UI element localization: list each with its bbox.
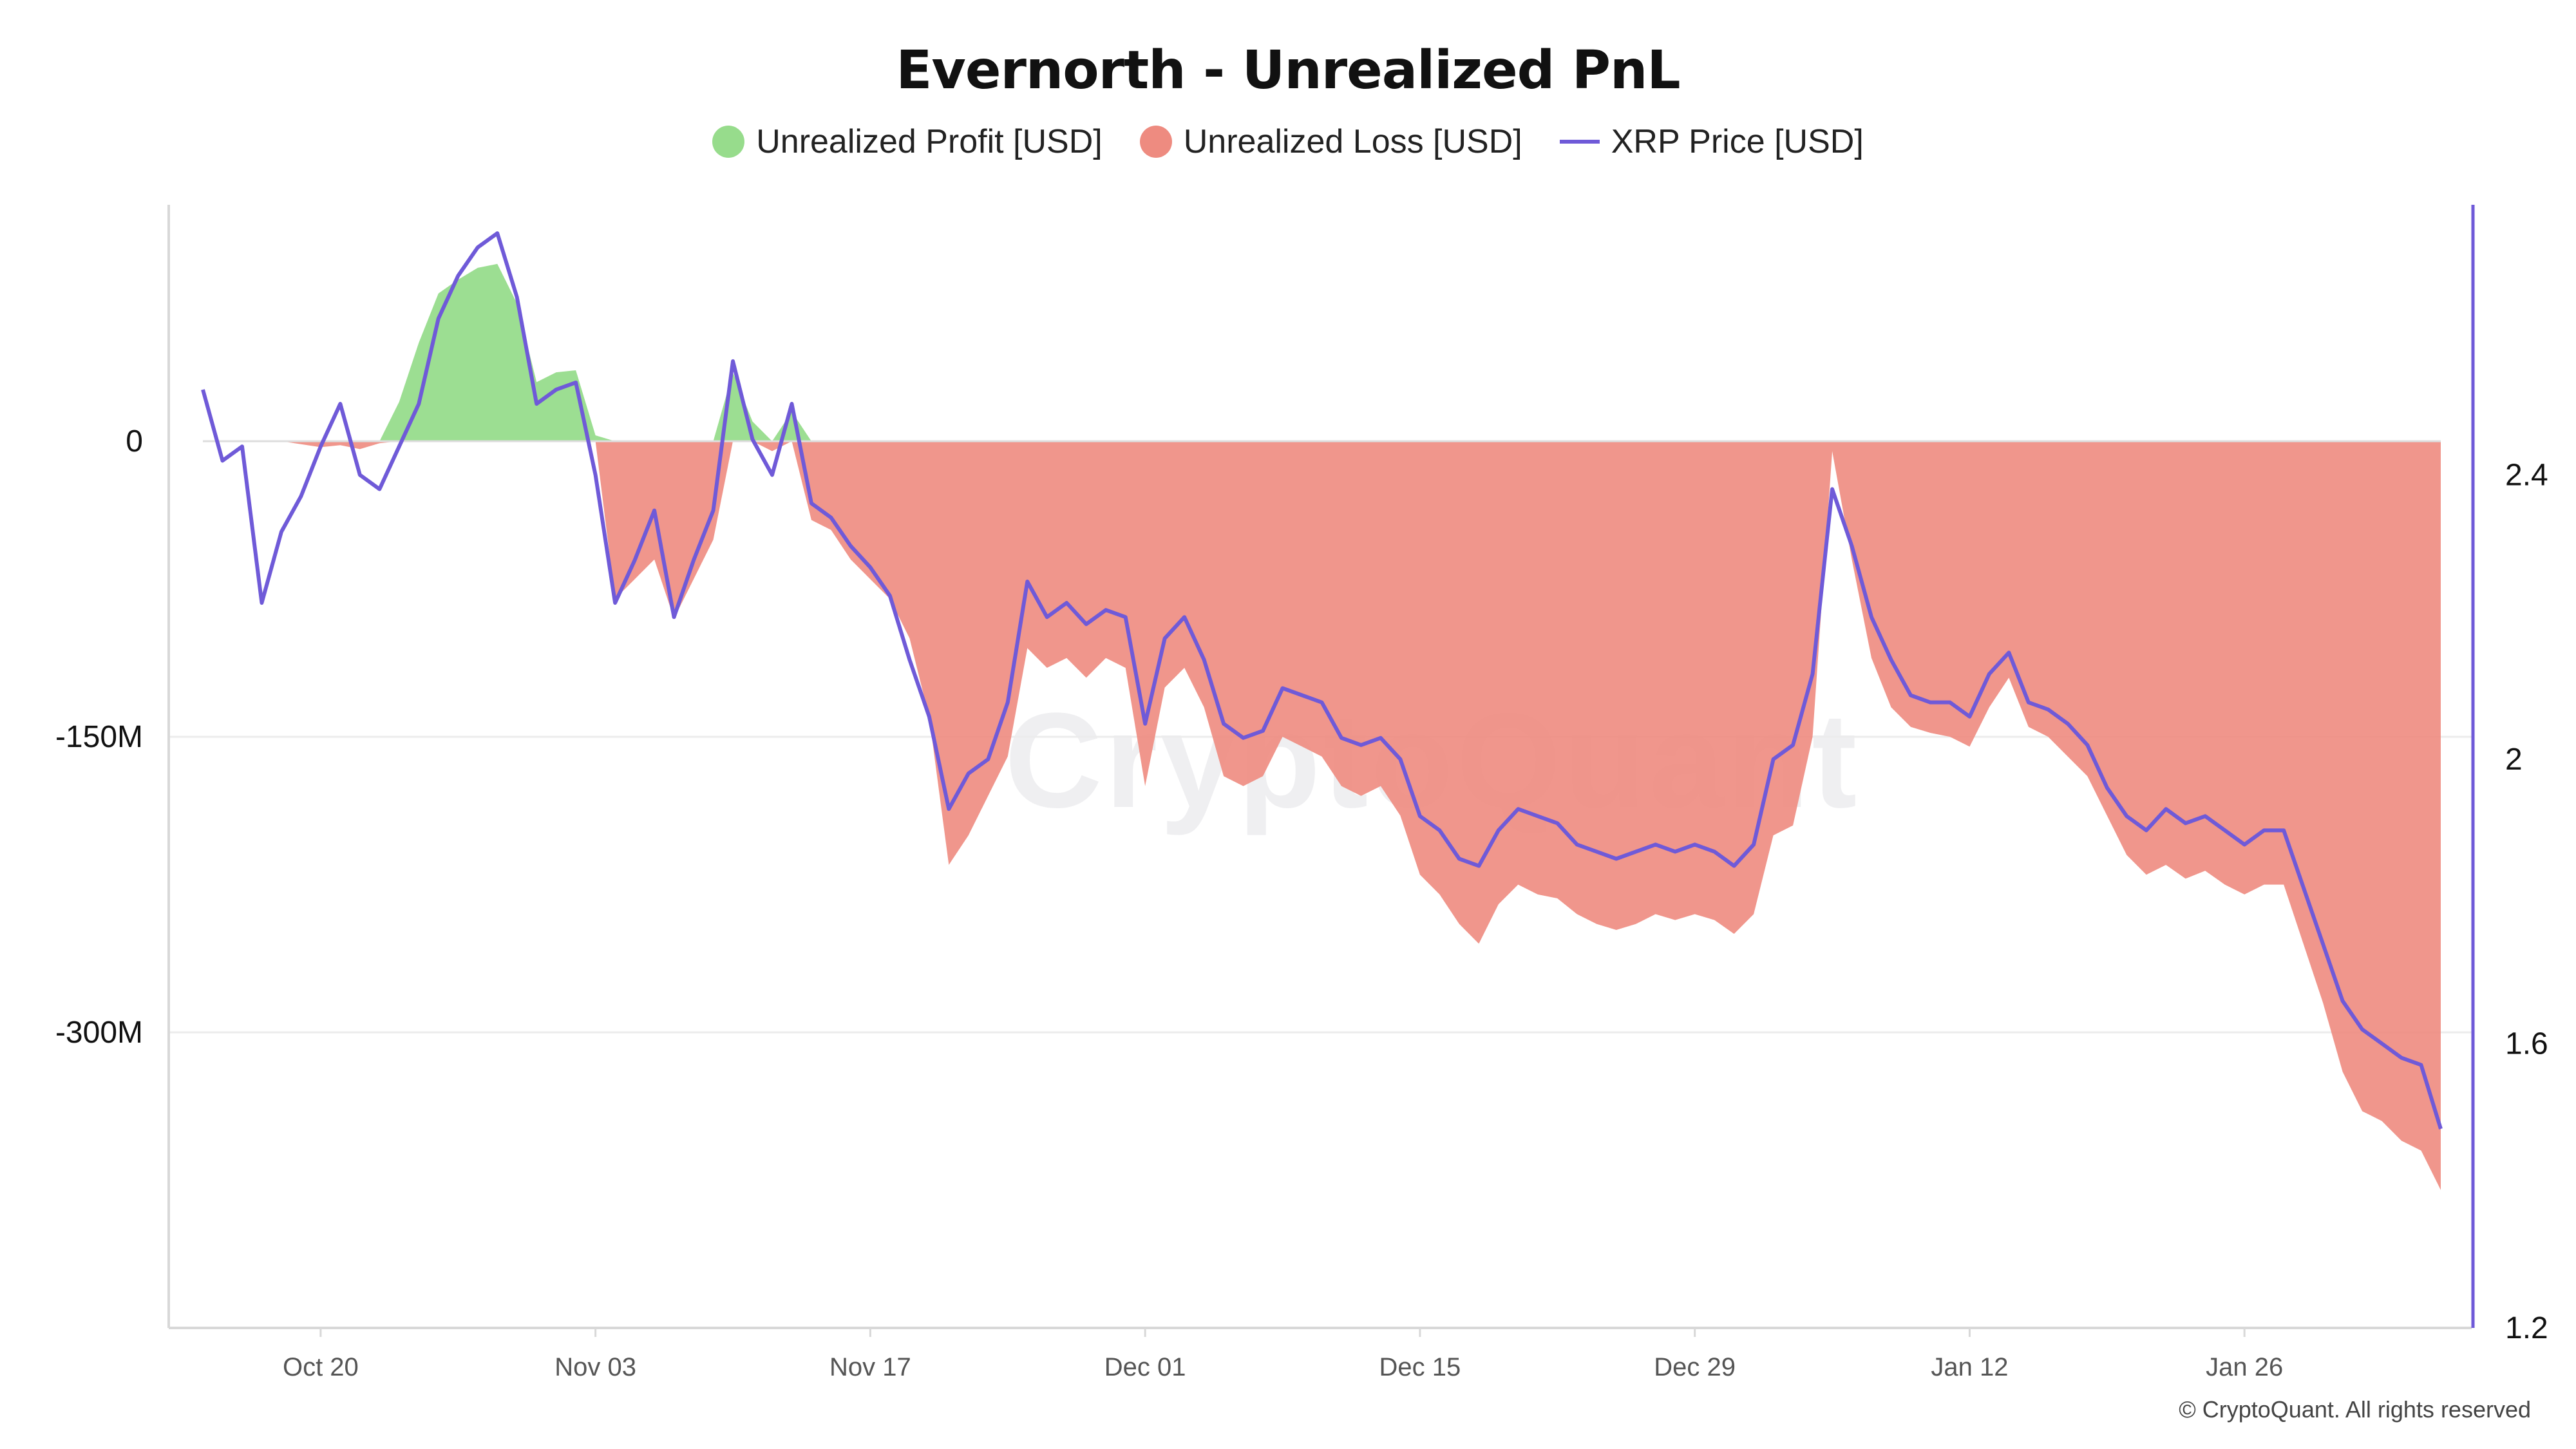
legend-item-loss[interactable]: Unrealized Loss [USD] [1139,122,1522,161]
right-axis-tick-label: 2.4 [2505,458,2548,492]
legend-item-price[interactable]: XRP Price [USD] [1559,122,1864,161]
x-axis-tick-label: Dec 15 [1379,1353,1461,1381]
legend-price-swatch [1559,140,1600,144]
left-axis-tick-label: -300M [55,1016,143,1050]
legend-profit-swatch [712,126,745,158]
right-axis-ticks: 2.4 2 1.6 1.2 [2505,458,2548,1345]
x-axis-tick-label: Oct 20 [283,1353,359,1381]
price-line-group [201,231,2443,1130]
unrealized-loss-area [203,441,2441,1190]
legend-item-profit[interactable]: Unrealized Profit [USD] [712,122,1103,161]
axes [167,205,2475,1329]
unrealized-profit-area [203,263,2441,442]
right-axis-tick-label: 1.2 [2505,1311,2548,1345]
copyright: © CryptoQuant. All rights reserved [2179,1396,2531,1423]
x-axis-tick-label: Nov 03 [554,1353,636,1381]
chart-legend: Unrealized Profit [USD] Unrealized Loss … [0,122,2576,161]
x-axis-tick-label: Jan 26 [2206,1353,2283,1381]
x-axis-tick-label: Dec 01 [1104,1353,1186,1381]
chart-title: Evernorth - Unrealized PnL [896,40,1680,101]
x-axis-tick-label: Jan 12 [1931,1353,2008,1381]
pnl-areas [203,263,2441,1190]
x-axis-ticks: Oct 20 Nov 03 Nov 17 Dec 01 Dec 15 Dec 29 Jan … [283,1328,2283,1381]
x-axis-tick-label: Dec 29 [1654,1353,1736,1381]
left-axis-tick-label: 0 [126,424,143,459]
x-axis-tick-label: Nov 17 [829,1353,911,1381]
legend-price-label: XRP Price [USD] [1611,123,1864,160]
right-axis-tick-label: 2 [2505,743,2523,777]
legend-profit-label: Unrealized Profit [USD] [756,123,1103,160]
left-axis-tick-label: -150M [55,720,143,754]
legend-loss-label: Unrealized Loss [USD] [1183,123,1522,160]
right-axis-tick-label: 1.6 [2505,1027,2548,1061]
xrp-price-line [201,231,2443,1130]
left-axis-ticks: 0 -150M -300M [55,424,143,1050]
legend-loss-swatch [1139,126,1172,158]
